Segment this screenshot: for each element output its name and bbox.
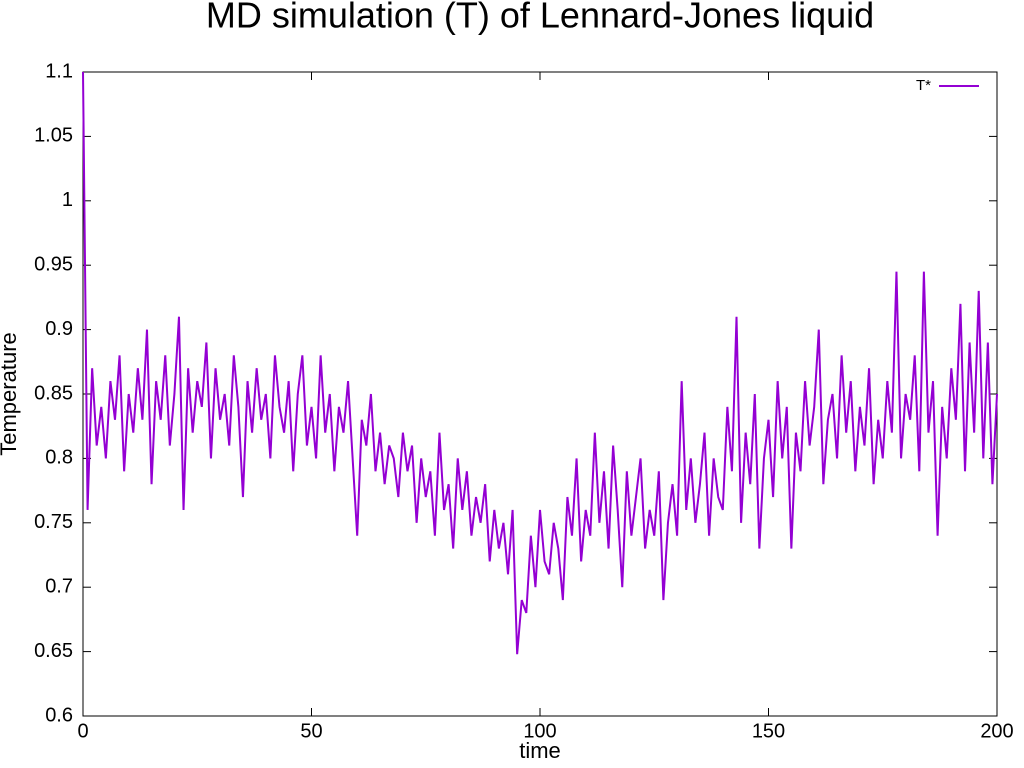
y-tick-label: 0.9 [45,318,73,340]
y-tick-label: 0.65 [34,640,73,662]
x-tick-label: 0 [77,720,88,742]
legend-label: T* [916,77,931,94]
y-tick-label: 0.7 [45,575,73,597]
x-tick-label: 150 [752,720,785,742]
y-tick-label: 0.75 [34,511,73,533]
x-tick-label: 100 [523,720,556,742]
plot-border [82,71,998,717]
y-tick-label: 1.05 [34,125,73,147]
x-tick-label: 200 [980,720,1013,742]
chart-title: MD simulation (T) of Lennard-Jones liqui… [206,0,874,36]
y-tick-label: 0.6 [45,704,73,726]
x-axis-label: time [519,738,561,763]
y-tick-label: 1 [62,189,73,211]
x-tick-label: 50 [300,720,322,742]
y-tick-label: 0.8 [45,447,73,469]
y-tick-label: 0.85 [34,382,73,404]
y-axis-label: Temperature [0,332,21,456]
y-tick-label: 0.95 [34,253,73,275]
y-tick-label: 1.1 [45,60,73,82]
series-line [82,71,998,655]
